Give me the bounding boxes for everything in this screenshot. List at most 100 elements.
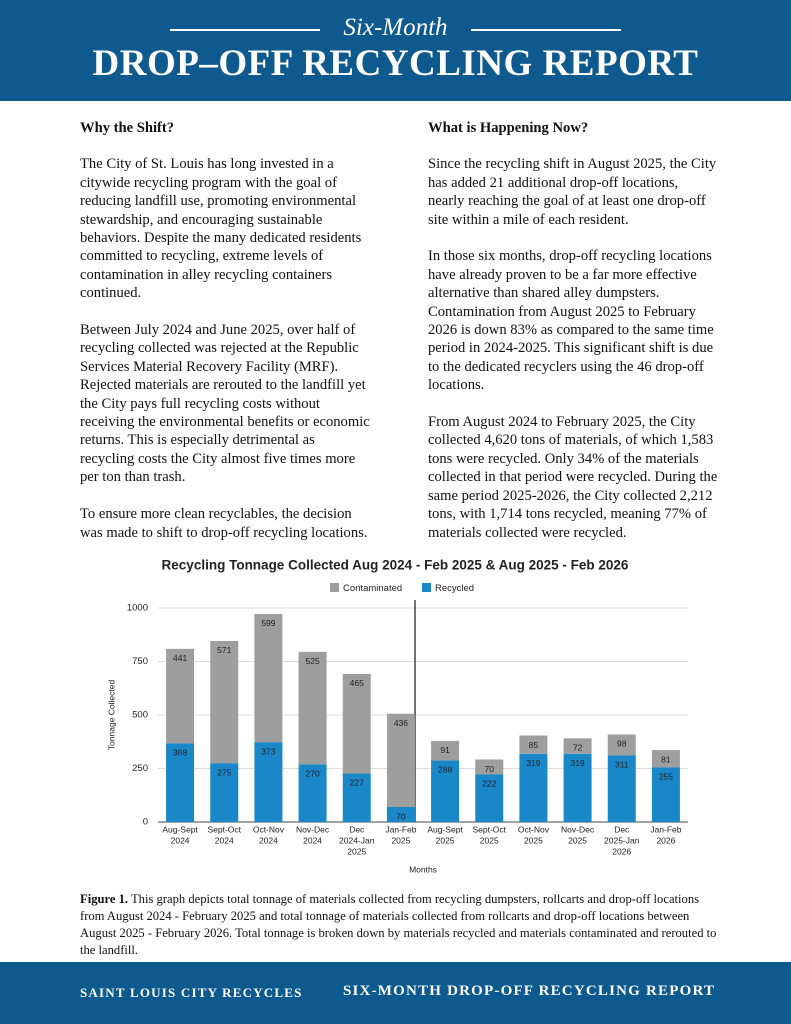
x-tick-label: 2025-Jan: [604, 835, 640, 845]
y-tick-label: 0: [143, 817, 148, 828]
bar-segment: [210, 763, 239, 822]
y-tick-label: 750: [132, 656, 148, 667]
data-label: 222: [482, 779, 496, 789]
bar-segment: [431, 760, 460, 822]
paragraph: Between July 2024 and June 2025, over ha…: [80, 322, 370, 486]
data-label: 70: [485, 764, 495, 774]
column: Why the Shift? The City of St. Louis has …: [80, 119, 370, 560]
legend-swatch: [422, 583, 431, 592]
x-tick-label: Nov-Dec: [296, 824, 330, 834]
data-label: 319: [526, 758, 540, 768]
legend-label: Recycled: [435, 583, 474, 594]
x-tick-label: 2025: [391, 835, 410, 845]
data-label: 436: [394, 718, 408, 728]
data-label: 525: [305, 656, 319, 666]
section-heading: What is Happening Now?: [428, 120, 589, 136]
x-tick-label: 2025: [436, 835, 455, 845]
data-label: 72: [573, 743, 583, 753]
data-label: 441: [173, 653, 187, 663]
bar-segment: [475, 774, 504, 822]
x-tick-label: 2024-Jan: [339, 835, 375, 845]
data-label: 288: [438, 765, 452, 775]
bar-segment: [519, 735, 548, 754]
bar-segment: [298, 764, 327, 822]
chart-title: Recycling Tonnage Collected Aug 2024 - F…: [162, 558, 629, 573]
x-tick-label: 2024: [215, 835, 234, 845]
x-tick-label: Aug-Sept: [162, 824, 198, 834]
bar-segment: [386, 807, 415, 822]
bar-segment: [519, 753, 548, 822]
data-label: 465: [350, 678, 364, 688]
data-label: 70: [396, 811, 406, 821]
x-tick-label: 2026: [612, 846, 631, 856]
footer-left: SAINT LOUIS CITY RECYCLES: [80, 985, 303, 1000]
data-label: 275: [217, 767, 231, 777]
x-tick-label: Dec: [349, 824, 365, 834]
bar-segment: [651, 750, 680, 768]
footer-right: SIX-MONTH DROP-OFF RECYCLING REPORT: [343, 983, 716, 999]
x-tick-label: 2026: [656, 835, 675, 845]
column: What is Happening Now? Since the recyclin…: [428, 119, 718, 560]
bar-segment: [342, 673, 371, 774]
y-tick-label: 1000: [127, 603, 148, 614]
paragraph: The City of St. Louis has long invested …: [80, 156, 362, 302]
data-label: 311: [615, 760, 629, 770]
y-axis-title: Tonnage Collected: [106, 680, 116, 751]
x-tick-label: Nov-Dec: [561, 824, 595, 834]
report-title: DROP–OFF RECYCLING REPORT: [92, 43, 699, 84]
x-tick-label: 2025: [347, 846, 366, 856]
bar-segment: [210, 640, 239, 764]
bar-segment: [475, 759, 504, 775]
data-label: 227: [350, 778, 364, 788]
rule: [471, 29, 621, 31]
data-label: 98: [617, 739, 627, 749]
legend-swatch: [330, 583, 339, 592]
bar-segment: [563, 738, 592, 754]
section-heading: Why the Shift?: [80, 120, 175, 136]
paragraph: In those six months, drop-off recycling …: [428, 248, 714, 394]
y-tick-label: 500: [132, 710, 148, 721]
kicker: Six-Month: [343, 14, 448, 41]
caption-label: Figure 1.: [80, 892, 129, 906]
data-label: 599: [261, 618, 275, 628]
rule: [170, 29, 320, 31]
x-tick-label: 2024: [259, 835, 278, 845]
bar-segment: [431, 740, 460, 761]
x-tick-label: Jan-Feb: [385, 824, 416, 834]
bar-segment: [563, 753, 592, 822]
header: Six-Month DROP–OFF RECYCLING REPORT: [0, 0, 791, 101]
bar-segment: [166, 648, 195, 744]
data-label: 85: [529, 740, 539, 750]
paragraph: Since the recycling shift in August 2025…: [428, 156, 717, 228]
bar-segment: [254, 613, 283, 743]
bar-segment: [607, 755, 636, 822]
bar-segment: [386, 713, 415, 808]
caption-text: This graph depicts total tonnage of mate…: [80, 892, 717, 957]
bar-segment: [342, 773, 371, 822]
x-tick-label: Dec: [614, 824, 630, 834]
bar-segment: [651, 767, 680, 822]
data-label: 368: [173, 747, 187, 757]
x-tick-label: 2025: [568, 835, 587, 845]
data-label: 373: [261, 746, 275, 756]
x-tick-label: Aug-Sept: [427, 824, 463, 834]
x-tick-label: Sept-Oct: [207, 824, 241, 834]
chart: Recycling Tonnage Collected Aug 2024 - F…: [106, 558, 688, 874]
paragraph: To ensure more clean recyclables, the de…: [80, 506, 368, 541]
bar-segment: [254, 742, 283, 822]
data-label: 319: [570, 758, 584, 768]
y-tick-label: 250: [132, 763, 148, 774]
x-tick-label: Jan-Feb: [650, 824, 681, 834]
data-label: 91: [440, 745, 450, 755]
data-label: 571: [217, 645, 231, 655]
x-tick-label: 2025: [524, 835, 543, 845]
x-tick-label: Sept-Oct: [472, 824, 506, 834]
bar-segment: [607, 734, 636, 756]
bar-segment: [166, 743, 195, 822]
data-label: 81: [661, 754, 671, 764]
data-label: 270: [305, 768, 319, 778]
x-tick-label: Oct-Nov: [518, 824, 550, 834]
x-axis-title: Months: [409, 864, 437, 874]
x-tick-label: 2025: [480, 835, 499, 845]
